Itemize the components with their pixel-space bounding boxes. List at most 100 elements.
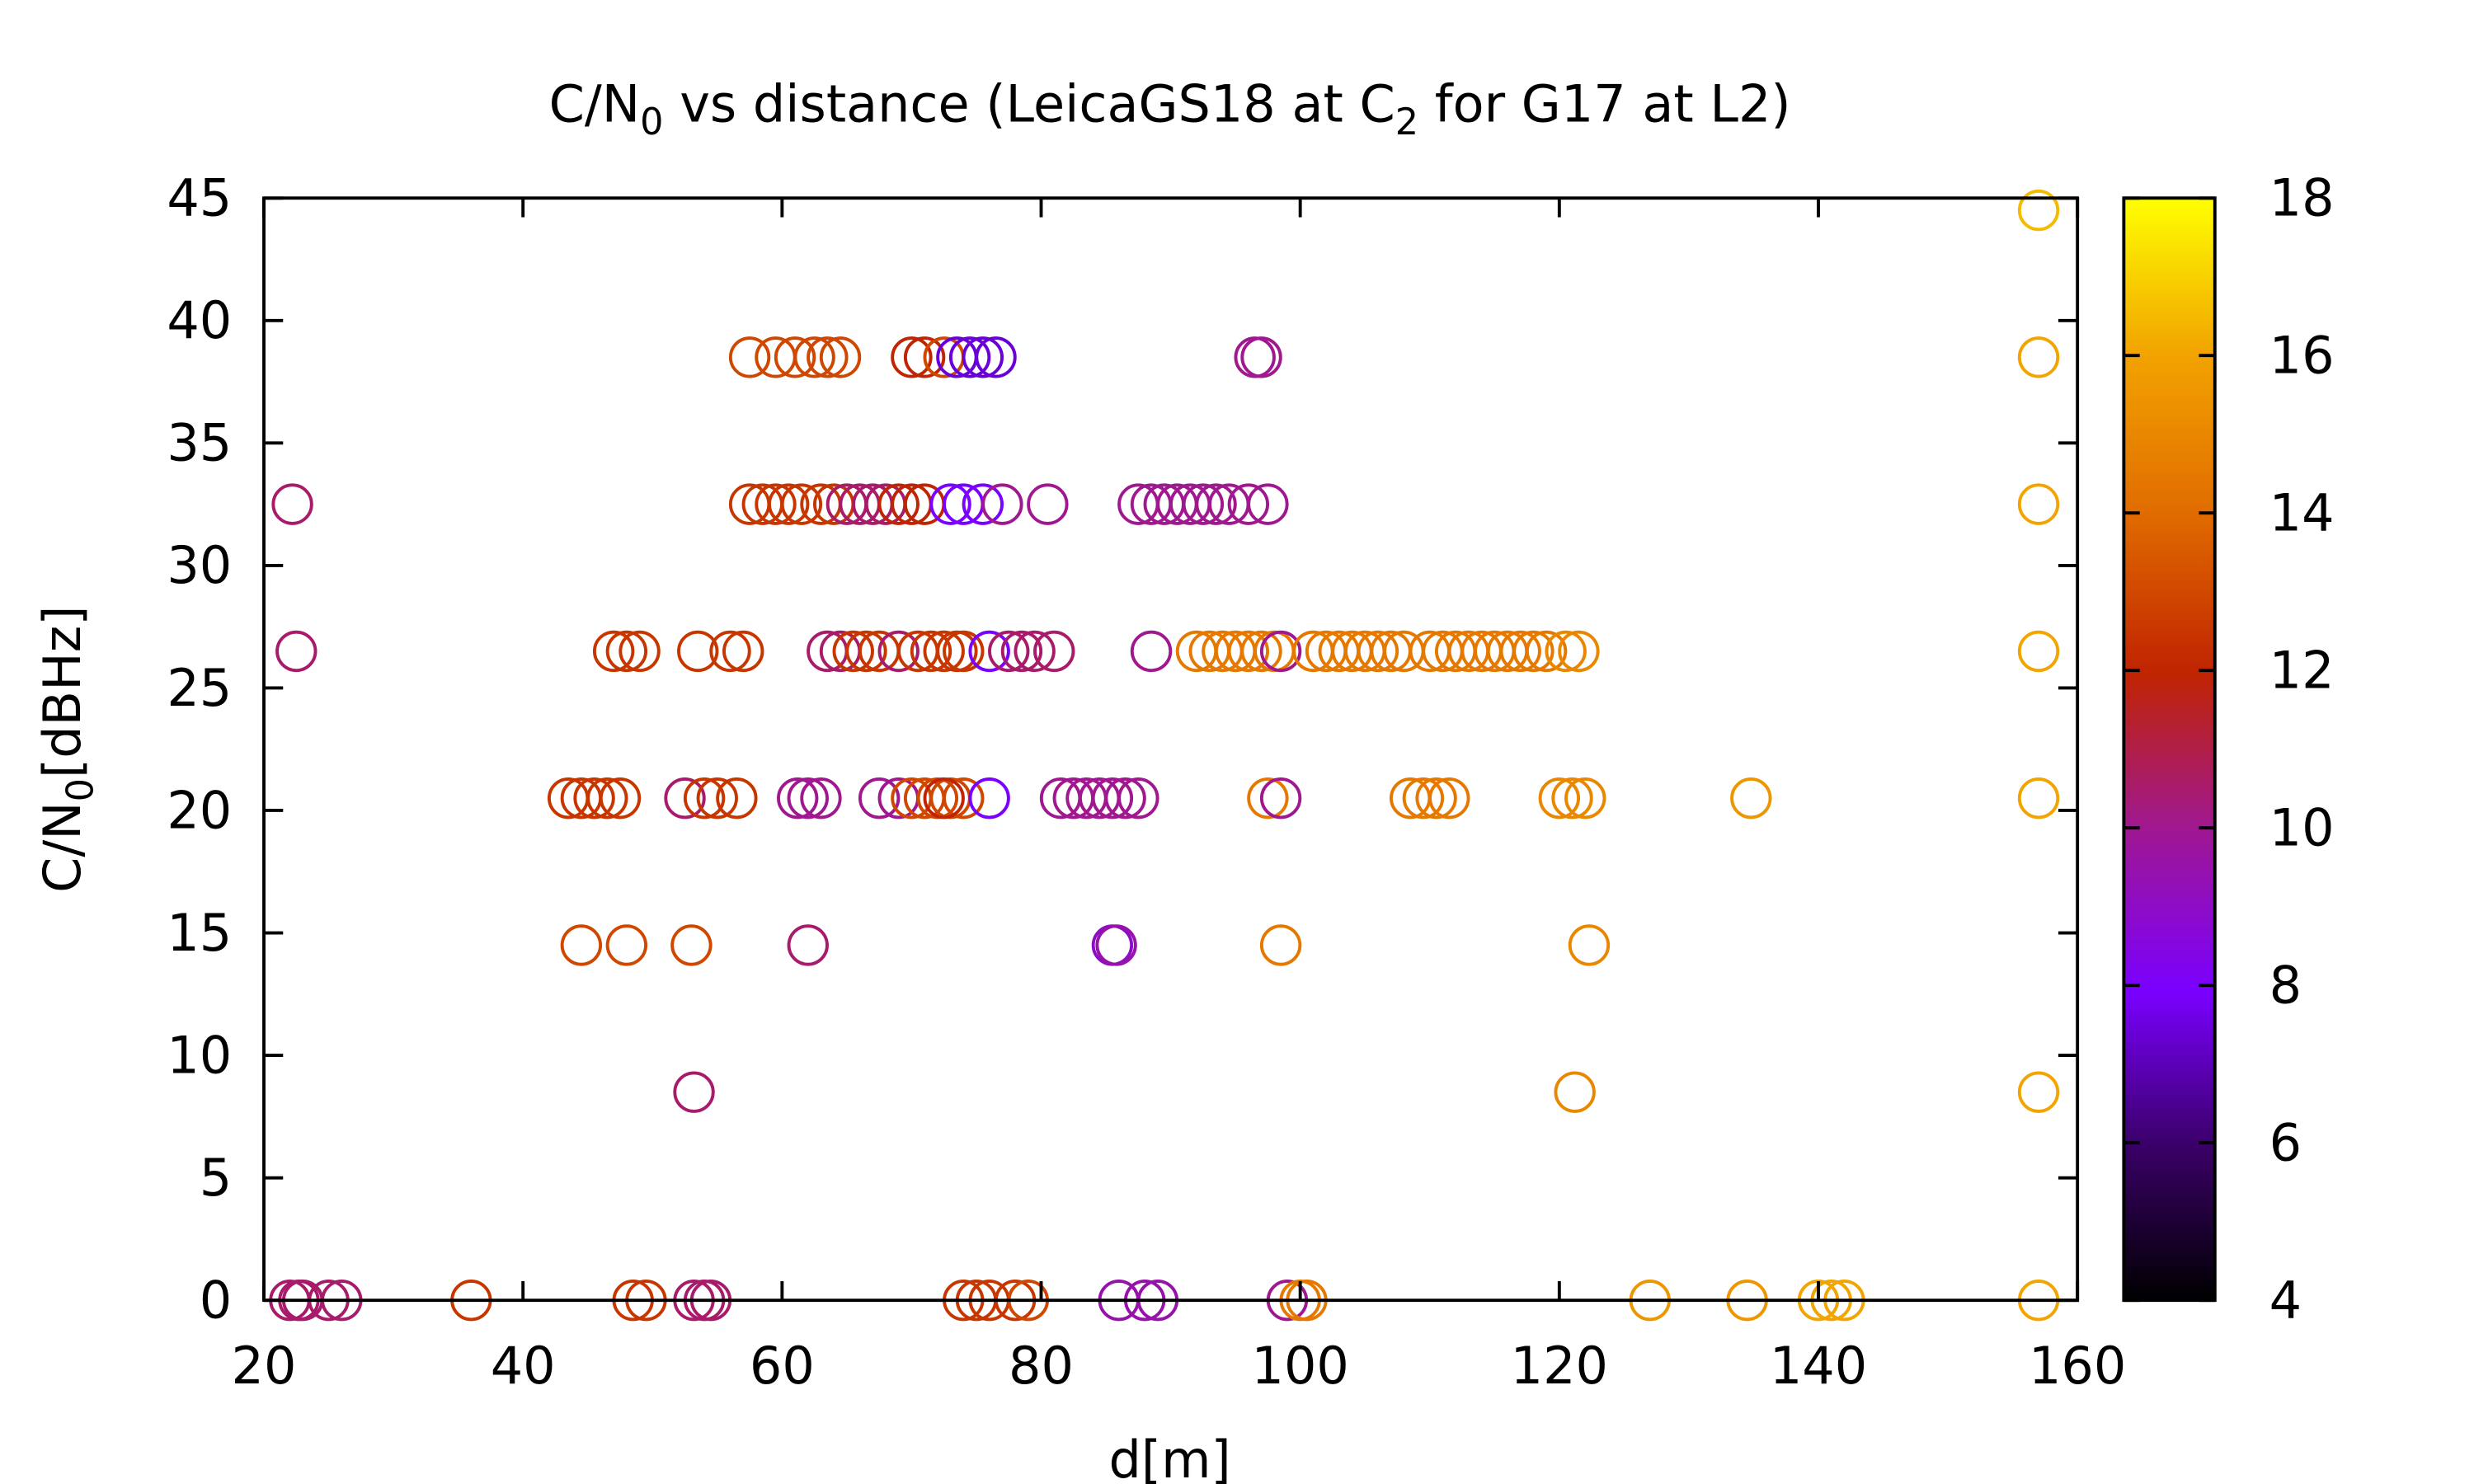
data-point	[2017, 1071, 2060, 1113]
data-point	[2017, 483, 2060, 525]
x-tick-label: 60	[750, 1336, 815, 1396]
data-point	[891, 336, 933, 378]
data-point	[877, 483, 920, 525]
data-point	[755, 483, 797, 525]
data-point	[683, 777, 726, 819]
x-tick-label: 160	[2029, 1336, 2126, 1396]
data-point	[1091, 924, 1134, 966]
data-point	[1195, 483, 1237, 525]
data-point	[962, 336, 1004, 378]
data-point	[2017, 189, 2060, 232]
data-point	[845, 630, 887, 673]
data-point	[1428, 777, 1470, 819]
data-point	[968, 630, 1010, 673]
colorbar-tick-label: 4	[2269, 1270, 2302, 1330]
y-tick-label: 40	[167, 290, 232, 350]
data-point	[1014, 630, 1056, 673]
data-point	[1027, 483, 1069, 525]
data-point	[1104, 777, 1146, 819]
data-point	[787, 777, 829, 819]
data-point	[664, 777, 706, 819]
colorbar-tick-label: 12	[2269, 641, 2335, 701]
y-tick-label: 25	[167, 658, 232, 718]
y-tick-label: 30	[167, 535, 232, 595]
data-point	[1357, 630, 1399, 673]
x-tick-label: 20	[232, 1336, 297, 1396]
colorbar-tick-label: 8	[2269, 956, 2302, 1016]
data-point	[877, 630, 920, 673]
data-point	[1117, 777, 1159, 819]
data-point	[1033, 630, 1075, 673]
colorbar-ticks: 4 6 8 10 12 14 16 18	[2124, 168, 2335, 1330]
data-point	[968, 777, 1010, 819]
data-point	[1415, 777, 1457, 819]
data-point	[1538, 777, 1581, 819]
x-axis-label: d[m]	[1109, 1430, 1231, 1484]
colorbar-tick-label: 18	[2269, 168, 2335, 228]
data-point	[1402, 777, 1445, 819]
data-point	[1247, 483, 1289, 525]
data-point	[1182, 483, 1225, 525]
data-point	[560, 924, 603, 966]
data-point	[1000, 630, 1043, 673]
y-tick-label: 45	[167, 168, 232, 228]
colorbar-tick-label: 14	[2269, 483, 2335, 543]
y-tick-label: 20	[167, 780, 232, 840]
y-tick-label: 0	[200, 1270, 232, 1330]
data-point	[819, 336, 862, 378]
data-point	[858, 777, 901, 819]
data-point	[774, 336, 816, 378]
data-point	[1551, 777, 1593, 819]
colorbar	[2122, 196, 2217, 1303]
data-point	[2017, 336, 2060, 378]
colorbar-tick-label: 16	[2269, 326, 2335, 386]
data-point	[2017, 777, 2060, 819]
x-tick-label: 40	[491, 1336, 556, 1396]
data-point	[1227, 630, 1270, 673]
y-tick-label: 35	[167, 413, 232, 473]
data-point	[777, 777, 819, 819]
data-point	[768, 483, 810, 525]
data-point	[1130, 630, 1173, 673]
data-point	[1545, 630, 1587, 673]
data-point	[1091, 777, 1134, 819]
axes-layer: 20 40 60 80 100 120 140 160 0 5 10 15 20 25 30 35 40 45	[167, 168, 2126, 1396]
colorbar-tick-label: 10	[2269, 798, 2335, 858]
points-layer	[269, 189, 2060, 1322]
data-point	[605, 630, 648, 673]
data-point	[1240, 336, 1282, 378]
data-point	[1558, 630, 1600, 673]
data-point	[832, 630, 874, 673]
data-point	[1240, 630, 1282, 673]
data-point	[605, 924, 648, 966]
data-point	[988, 630, 1030, 673]
data-point	[1564, 777, 1606, 819]
data-point	[1525, 630, 1568, 673]
data-point	[709, 630, 751, 673]
data-point	[1730, 777, 1772, 819]
data-point	[962, 483, 1004, 525]
data-point	[618, 630, 661, 673]
colorbar-tick-label: 6	[2269, 1113, 2302, 1173]
plot-frame	[262, 196, 2080, 1303]
data-point	[1259, 777, 1302, 819]
data-point	[1247, 777, 1289, 819]
data-point	[586, 777, 628, 819]
data-point	[923, 630, 965, 673]
data-point	[677, 630, 719, 673]
y-axis-label: C/N0[dBHz]	[32, 606, 102, 893]
data-point	[716, 777, 758, 819]
x-tick-label: 120	[1511, 1336, 1608, 1396]
data-point	[975, 336, 1017, 378]
data-point	[1512, 630, 1554, 673]
data-point	[673, 1071, 715, 1113]
data-point	[1227, 483, 1270, 525]
data-point	[981, 483, 1023, 525]
data-point	[923, 777, 965, 819]
data-point	[1095, 924, 1137, 966]
x-tick-label: 100	[1252, 1336, 1349, 1396]
data-point	[670, 924, 713, 966]
data-point	[728, 336, 771, 378]
data-point	[1259, 924, 1302, 966]
